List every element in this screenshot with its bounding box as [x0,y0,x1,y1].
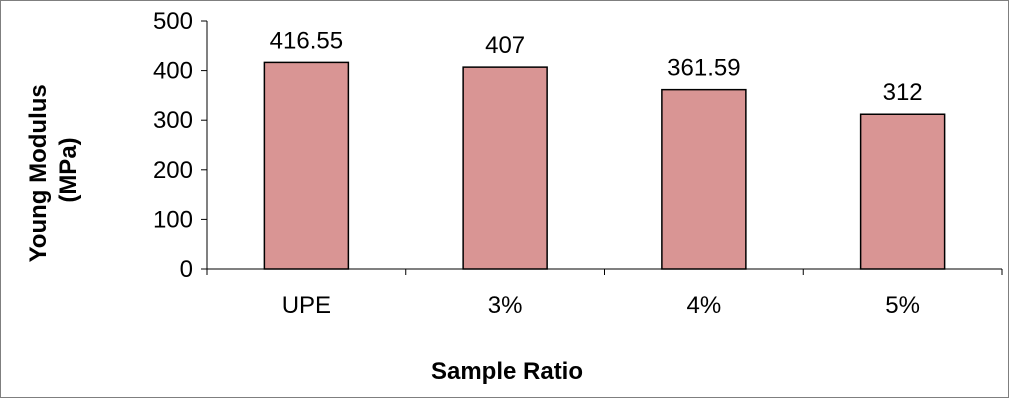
x-axis-title: Sample Ratio [431,358,583,385]
y-tick-label: 100 [153,206,193,233]
y-tick-label: 400 [153,58,193,85]
x-tick-label-2: 3% [488,292,523,319]
y-axis-title-line-2: (MPa) [55,137,82,202]
y-tick-label: 300 [153,107,193,134]
bar-3 [661,88,747,270]
x-tick-label-3: 4% [687,292,722,319]
bar-1 [263,61,350,270]
x-axis: UPE 3% 4% 5% [206,268,1003,319]
y-tick-label: 0 [180,256,193,283]
y-axis: 0 100 200 300 400 500 [153,8,208,283]
bar-2 [462,66,548,270]
data-label-3: 361.59 [667,55,740,82]
data-label-4: 312 [883,79,923,106]
data-label-2: 407 [485,32,525,59]
bar-4 [859,113,946,270]
y-axis-title: Young Modulus (MPa) [25,78,82,263]
x-tick-label-1: UPE [282,292,331,319]
y-tick-label: 200 [153,157,193,184]
y-axis-title-line-1: Young Modulus [25,84,52,262]
y-tick-label: 500 [153,8,193,35]
bars [263,61,946,270]
data-label-1: 416.55 [270,27,343,54]
x-tick-label-4: 5% [885,292,920,319]
data-labels: 416.55 407 361.59 312 [270,27,923,106]
